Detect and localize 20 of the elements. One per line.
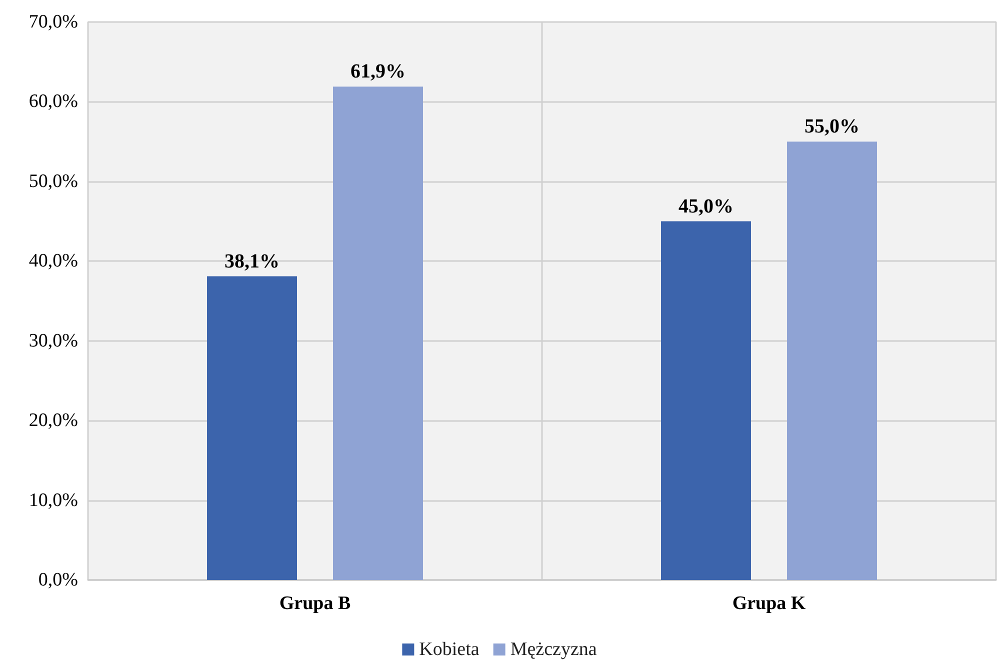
x-tick-label: Grupa K: [732, 593, 806, 614]
legend-label: Kobieta: [419, 639, 480, 660]
x-tick-label: Grupa B: [279, 593, 351, 614]
data-label: 45,0%: [678, 195, 734, 218]
bar: [661, 221, 751, 580]
data-label: 38,1%: [224, 250, 280, 272]
y-tick-label: 30,0%: [28, 330, 78, 352]
bar: [333, 86, 423, 580]
y-tick-label: 40,0%: [28, 250, 78, 272]
y-tick-label: 10,0%: [28, 490, 78, 511]
data-label: 61,9%: [350, 60, 406, 83]
y-tick-label: 60,0%: [28, 91, 78, 112]
y-tick-label: 20,0%: [28, 410, 78, 432]
bar: [787, 142, 877, 580]
bar: [207, 276, 297, 580]
legend-label: Mężczyzna: [510, 639, 598, 660]
y-tick-label: 50,0%: [28, 170, 78, 192]
data-label: 55,0%: [804, 116, 860, 138]
y-tick-label: 70,0%: [28, 12, 78, 32]
y-tick-label: 0,0%: [38, 570, 78, 590]
